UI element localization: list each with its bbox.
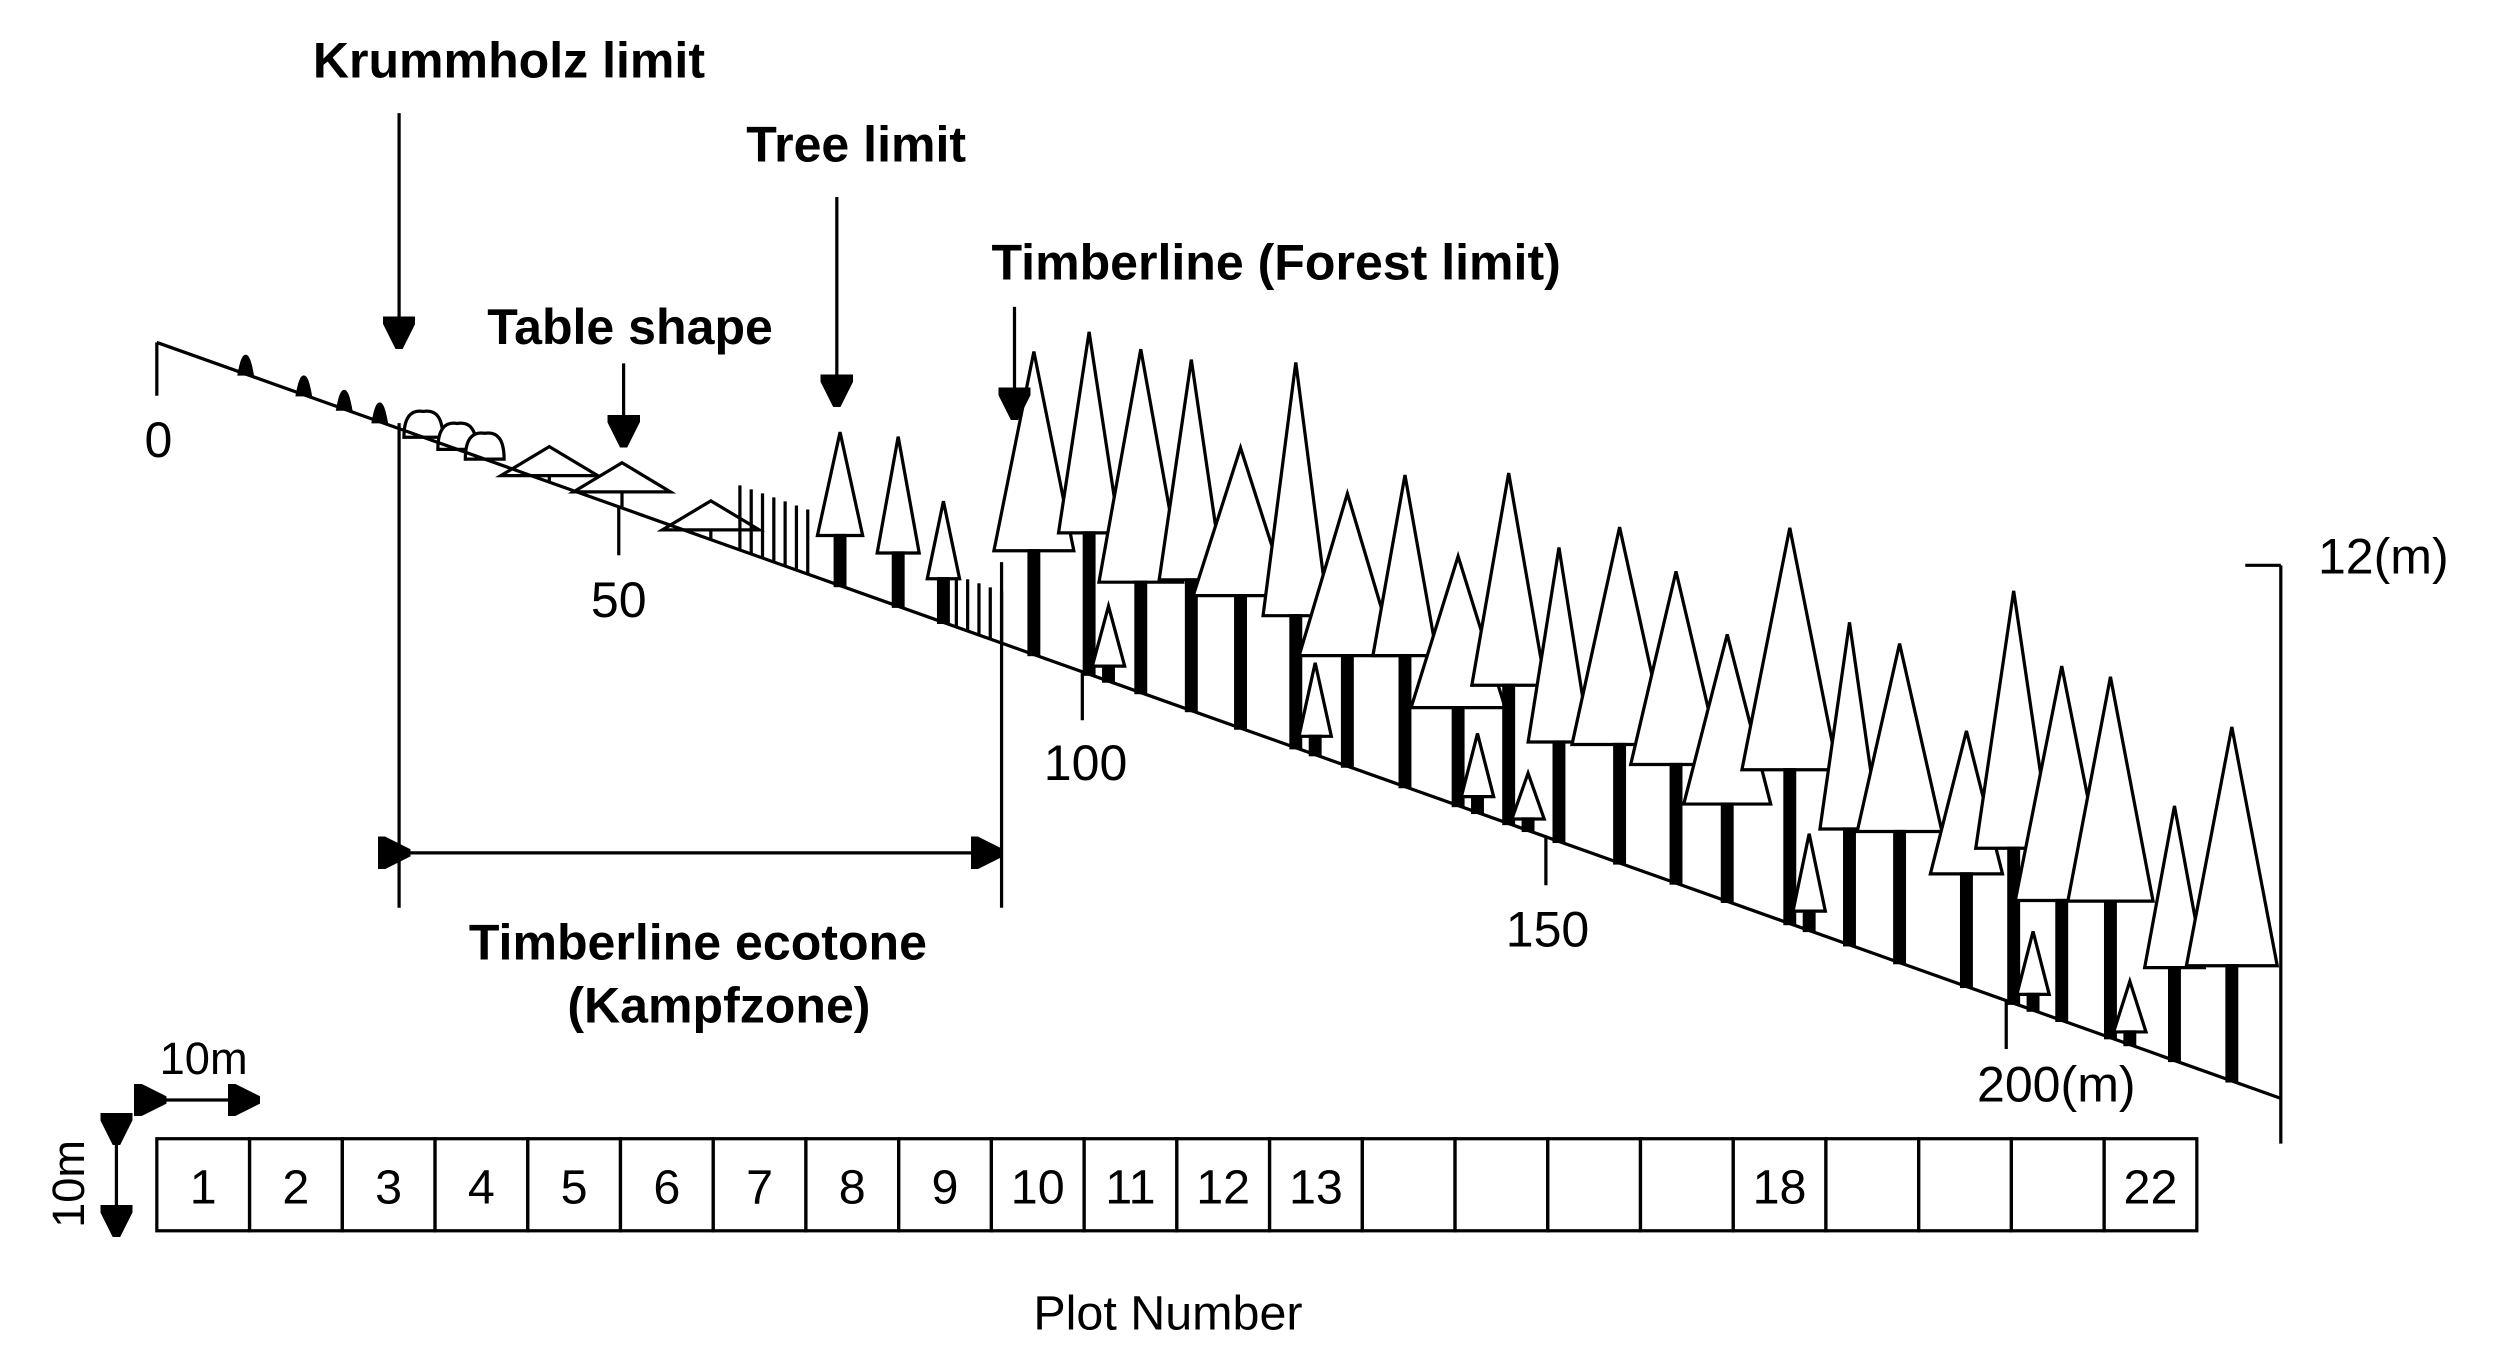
- tree-trunk: [1340, 653, 1354, 768]
- distance-label: 100: [1044, 735, 1128, 791]
- tree-crown: [2184, 726, 2280, 968]
- tree-crown: [1791, 833, 1828, 913]
- tree-trunk: [2167, 966, 2181, 1063]
- plot-cell: [1917, 1137, 2013, 1233]
- tree-crown: [1090, 599, 1127, 668]
- ecotone-label: (Kampfzone): [567, 977, 870, 1033]
- tree-trunk: [1843, 827, 1856, 947]
- plot-cell: [2102, 1137, 2199, 1233]
- timberline-label: Timberline (Forest limit): [991, 234, 1560, 290]
- tree-trunk: [1893, 829, 1907, 965]
- tree-crown: [815, 431, 865, 538]
- tree-crown: [1509, 768, 1547, 821]
- x-axis-label: Plot Number: [1033, 1286, 1302, 1340]
- plot-cell: [1546, 1137, 1643, 1233]
- slope: [156, 340, 2282, 1100]
- tree-trunk: [2225, 964, 2239, 1083]
- krummholz: [295, 375, 313, 397]
- krummholz: [371, 402, 389, 424]
- plot-number: 1: [190, 1160, 217, 1214]
- tree-crown: [1459, 733, 1496, 799]
- krummholz: [335, 389, 353, 411]
- plot-number: 13: [1289, 1160, 1343, 1214]
- plot-number: 7: [746, 1160, 773, 1214]
- tree-trunk: [1720, 802, 1734, 903]
- plot-number: 6: [653, 1160, 680, 1214]
- tree-trunk: [2007, 846, 2021, 1005]
- tree-trunk: [1783, 768, 1797, 926]
- distance-label: 150: [1506, 902, 1590, 958]
- table-crown: [495, 444, 604, 478]
- tree-crown: [1261, 362, 1331, 618]
- plot-number: 9: [932, 1160, 959, 1214]
- scale-label: 10m: [43, 1140, 94, 1228]
- table-crown: [567, 460, 677, 494]
- tree-crown: [925, 500, 962, 581]
- tree-trunk: [936, 577, 950, 624]
- table-shape-label: Table shape: [487, 299, 773, 355]
- tree-trunk: [1027, 549, 1041, 657]
- tree-trunk: [1613, 742, 1627, 865]
- tree-trunk: [2055, 898, 2069, 1022]
- tree-crown: [1855, 643, 1944, 834]
- plot-number: 18: [1753, 1160, 1807, 1214]
- ecotone-label: Timberline ecotone: [469, 914, 927, 970]
- tree-trunk: [1398, 653, 1412, 789]
- distance-label: 0: [145, 412, 173, 468]
- plot-number: 2: [282, 1160, 309, 1214]
- plot-cell: [1360, 1137, 1457, 1233]
- tree-crown: [1469, 472, 1548, 687]
- tree-trunk: [833, 533, 847, 588]
- tree-trunk: [1502, 683, 1516, 826]
- tree-crown: [2014, 931, 2052, 997]
- trees: [237, 331, 2280, 1083]
- tree-trunk: [1082, 531, 1096, 676]
- plot-cell: [1453, 1137, 1550, 1233]
- plot-cell: [1824, 1137, 1921, 1233]
- krummholz: [237, 354, 255, 376]
- tree-trunk: [1184, 578, 1198, 713]
- plot-number: 11: [1105, 1160, 1155, 1214]
- plot-number: 22: [2124, 1160, 2178, 1214]
- tree-trunk: [891, 551, 905, 608]
- cushion: [463, 431, 506, 461]
- plot-number: 12: [1196, 1160, 1250, 1214]
- plot-cell: [1638, 1137, 1735, 1233]
- tree-limit-label: Tree limit: [746, 117, 966, 173]
- distance-label: 50: [591, 572, 647, 628]
- tree-trunk: [1289, 614, 1303, 750]
- plot-number: 4: [468, 1160, 495, 1214]
- tree-crown: [875, 436, 922, 555]
- tree-crown: [1370, 474, 1439, 658]
- tree-trunk: [1959, 872, 1973, 989]
- tree-crown: [1297, 662, 1334, 738]
- plot-number: 3: [375, 1160, 402, 1214]
- height-label: 12(m): [2318, 528, 2449, 584]
- plot-cell: [2009, 1137, 2106, 1233]
- plot-number: 8: [839, 1160, 866, 1214]
- plot-number: 10: [1011, 1160, 1065, 1214]
- tree-trunk: [1234, 594, 1247, 730]
- tree-trunk: [1669, 762, 1683, 885]
- tree-trunk: [1134, 580, 1148, 695]
- table-crown: [656, 498, 766, 532]
- tree-crown: [1739, 527, 1840, 772]
- tree-crown: [1056, 331, 1122, 535]
- plot-number: 5: [561, 1160, 588, 1214]
- tree-crown: [2111, 975, 2149, 1034]
- distance-label: 200(m): [1977, 1057, 2136, 1113]
- tree-trunk: [2103, 899, 2117, 1040]
- tree-trunk: [1552, 740, 1566, 844]
- scale-label: 10m: [160, 1033, 248, 1084]
- plot-row: 1 2 3 4 5 6 7 8 9 10 11 12 13 18 22: [155, 1137, 2199, 1233]
- krummholz-label: Krummholz limit: [313, 33, 705, 89]
